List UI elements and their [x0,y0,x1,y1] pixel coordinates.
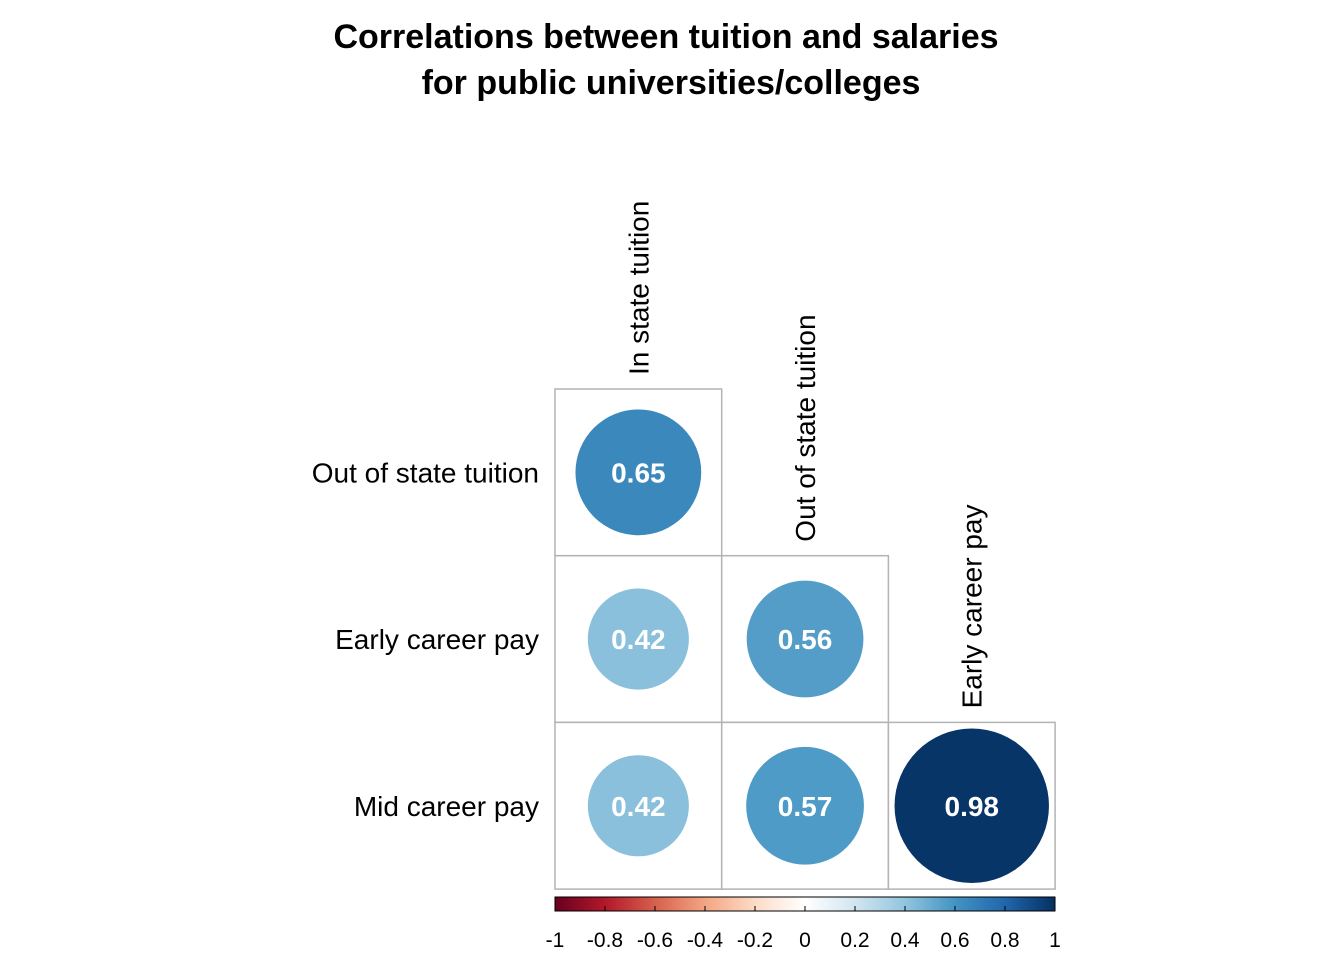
row-label-1: Early career pay [335,624,539,655]
color-legend-tick-label-5: 0 [799,929,811,952]
column-label-0: In state tuition [623,201,654,375]
color-legend-tick-label-2: -0.6 [637,929,673,952]
color-legend-tick-label-6: 0.2 [840,929,869,952]
correlation-circle-1-1 [746,580,864,698]
color-legend-tick-label-1: -0.8 [587,929,623,952]
row-labels: Out of state tuition Early career pay Mid … [312,457,539,821]
correlation-value-2-1: 0.57 [778,791,833,822]
column-labels: In state tuition Out of state tuition Earl… [623,201,987,709]
color-legend-tick-label-10: 1 [1049,929,1061,952]
row-label-2: Mid career pay [354,791,539,822]
color-legend-bar: -1 -0.8 -0.6 -0.4 -0.2 0 0.2 0.4 0.6 0.8 1 [546,896,1061,952]
correlation-value-1-1: 0.56 [778,624,833,655]
color-legend-tick-label-4: -0.2 [737,929,773,952]
correlation-circle-1-0 [587,588,689,690]
color-legend-tick-label-9: 0.8 [990,929,1019,952]
row-label-0: Out of state tuition [312,457,539,488]
correlation-value-2-0: 0.42 [611,791,666,822]
column-label-1: Out of state tuition [790,314,821,541]
correlation-value-2-2: 0.98 [945,791,1000,822]
color-legend-tick-label-8: 0.6 [940,929,969,952]
correlation-value-0-0: 0.65 [611,457,666,488]
correlation-circle-2-1 [746,746,864,865]
chart-title-line-1: Correlations between tuition and salarie… [333,18,998,56]
color-legend-tick-label-0: -1 [546,929,565,952]
correlation-circle-0-0 [575,409,702,536]
color-legend-tick-label-3: -0.4 [687,929,724,952]
correlation-circle-2-0 [587,755,689,857]
correlation-value-1-0: 0.42 [611,624,666,655]
chart-title-line-2: for public universities/colleges [422,64,921,102]
column-label-2: Early career pay [957,505,988,709]
color-legend-tick-label-7: 0.4 [890,929,920,952]
correlation-circle-2-2 [894,728,1049,883]
matrix-cells: 0.65 0.42 0.56 0.42 0.57 0.98 [554,388,1056,890]
